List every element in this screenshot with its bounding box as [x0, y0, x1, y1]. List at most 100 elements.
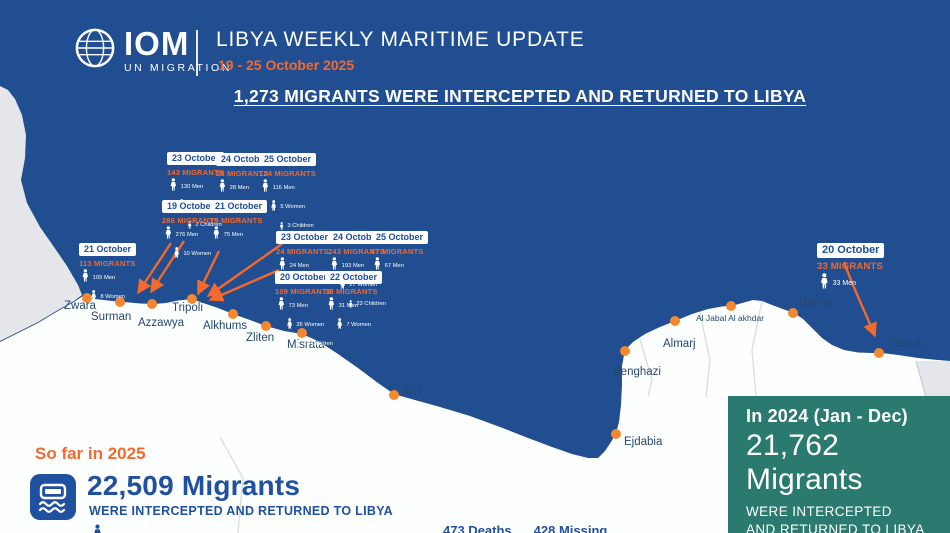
interception-callout: 25 October 124 MIGRANTS 116 Men 5 Women 3 Ch…	[259, 149, 337, 235]
interception-callout: 20 October 33 MIGRANTS 33 Men	[817, 240, 895, 294]
city-label: Azzawya	[138, 317, 185, 329]
callout-migrant-count: 28 MIGRANTS	[216, 169, 269, 178]
callout-detail-label: 7 Women	[346, 322, 372, 328]
iom-logo: IOM UN MIGRATION	[74, 27, 232, 74]
callout-detail-label: 3 Children	[287, 223, 314, 229]
callout-detail-row: 8 Women	[90, 288, 157, 306]
city-label: Tobruk	[888, 338, 923, 350]
stats-2024-caption: WERE INTERCEPTED AND RETURNED TO LIBYA	[746, 504, 925, 533]
interception-callout: 20 October 109 MIGRANTS 73 Men 26 Women 10 C…	[275, 267, 353, 353]
brand-name: IOM	[124, 25, 190, 62]
stats-2024-period: In 2024 (Jan - Dec)	[746, 406, 908, 426]
city-label: Almarj	[663, 338, 696, 350]
callout-date: 24 October	[216, 153, 274, 166]
stats-2025-missing: 428 Missing	[533, 523, 608, 533]
city-dot	[620, 346, 630, 356]
callout-detail-label: 2 Children	[195, 222, 222, 228]
stats-2025-caption: WERE INTERCEPTED AND RETURNED TO LIBYA	[89, 504, 394, 518]
callout-detail-label: 105 Men	[92, 275, 116, 281]
callout-detail-label: 5 Women	[280, 204, 306, 210]
callout-detail-label: 26 Women	[296, 322, 325, 328]
man-icon	[169, 178, 178, 196]
callout-detail-row: 31 Men	[327, 297, 403, 315]
callout-detail-label: 10 Women	[183, 251, 212, 257]
land-libya	[0, 296, 950, 533]
callout-detail-row: 130 Men	[169, 178, 245, 196]
stats-2025-period: So far in 2025	[35, 444, 146, 463]
callout-migrant-count: 109 MIGRANTS	[275, 287, 332, 296]
callout-detail-label: 28 Men	[229, 185, 249, 191]
stats-2024-count: 21,762 Migrants	[746, 429, 863, 496]
callout-detail-label: 73 Men	[288, 303, 308, 309]
callout-date: 25 October	[259, 153, 317, 166]
child-icon	[295, 335, 300, 353]
city-label: Tripoli	[172, 302, 203, 314]
callout-detail-label: 33 Men	[832, 280, 857, 287]
callout-date: 22 October	[325, 271, 383, 284]
callout-date: 23 October	[276, 231, 334, 244]
man-icon	[218, 179, 227, 197]
land-egypt	[916, 360, 950, 397]
callout-detail-label: 10 Children	[303, 341, 333, 347]
callout-detail-row: 2 Children	[187, 216, 245, 234]
land-tunisia	[0, 86, 82, 341]
child-icon	[187, 216, 192, 234]
child-icon	[348, 295, 353, 313]
city-label: Derna	[799, 297, 831, 309]
callout-detail-label: 24 Men	[289, 263, 309, 269]
callout-detail-row: 116 Men	[261, 179, 337, 197]
city-label: Ejdabia	[624, 436, 663, 448]
city-dot	[187, 294, 197, 304]
man-icon	[819, 273, 830, 294]
interception-callout: 19 October 286 MIGRANTS 276 Men 10 Women	[162, 196, 240, 263]
city-label: Al Jabal Al akhdar	[696, 313, 765, 323]
interception-callout: 21 October 75 MIGRANTS 75 Men	[210, 196, 288, 244]
city-dot	[670, 316, 680, 326]
city-label: Sirt	[404, 385, 422, 397]
woman-icon	[270, 198, 277, 216]
callout-date: 20 October	[817, 243, 885, 258]
city-dot	[874, 348, 884, 358]
page-title: LIBYA WEEKLY MARITIME UPDATE	[216, 28, 585, 51]
woman-icon	[336, 316, 343, 334]
callout-date: 23 October	[167, 152, 225, 165]
callout-date: 24 October	[328, 231, 386, 244]
callout-migrant-count: 286 MIGRANTS	[162, 216, 219, 225]
man-icon	[212, 226, 221, 244]
callout-detail-label: 23 Children	[356, 301, 386, 307]
interception-callout: 23 October 24 MIGRANTS 24 Men	[276, 227, 354, 275]
report-date-range: 19 - 25 October 2025	[218, 57, 355, 73]
callout-detail-row: 33 Men	[819, 273, 895, 294]
boat-icon	[30, 474, 76, 520]
callout-detail-row: 3 Children	[279, 217, 337, 235]
callout-date: 20 October	[275, 271, 333, 284]
stats-2025-deaths: 473 Deaths	[443, 523, 512, 533]
stats-2025-footer: 473 Deaths 428 Missing	[443, 523, 607, 533]
woman-icon	[173, 245, 180, 263]
city-label: Alkhums	[203, 320, 248, 332]
callout-detail-row: 67 Men	[373, 257, 449, 275]
header-divider	[196, 30, 198, 76]
man-icon	[330, 257, 339, 275]
man-icon	[373, 257, 382, 275]
city-dot	[115, 297, 125, 307]
city-dot	[82, 293, 92, 303]
callout-migrant-count: 243 MIGRANTS	[328, 247, 385, 256]
globe-icon	[74, 27, 116, 69]
city-dot	[726, 301, 736, 311]
city-label: Benghazi	[613, 366, 661, 378]
interception-arrows	[136, 240, 877, 338]
callout-detail-label: 27 Women	[349, 282, 378, 288]
callout-date: 21 October	[79, 243, 137, 256]
city-dot	[147, 299, 157, 309]
callout-date: 25 October	[371, 231, 429, 244]
woman-icon	[90, 288, 97, 306]
callout-detail-row: 75 Men	[212, 226, 288, 244]
callout-detail-row: 24 Men	[278, 257, 354, 275]
woman-icon	[286, 316, 293, 334]
district-borders	[219, 300, 763, 533]
interception-callout: 25 October 67 MIGRANTS 67 Men	[371, 227, 449, 275]
city-label: Misrata	[287, 339, 325, 351]
